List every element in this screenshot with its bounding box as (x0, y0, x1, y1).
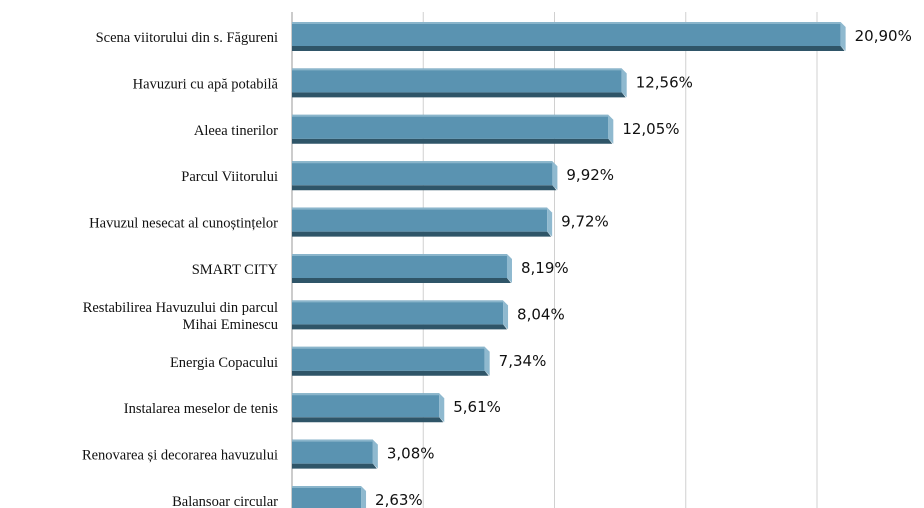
bar-bottom (292, 324, 508, 330)
category-label: Energia Copacului (170, 355, 278, 371)
bar-side (503, 300, 509, 330)
bar-side (484, 346, 490, 376)
value-label: 9,72% (561, 213, 609, 231)
category-label: Parcul Viitorului (181, 169, 278, 185)
value-label: 8,19% (521, 259, 569, 277)
bar (292, 68, 622, 93)
value-label: 8,04% (517, 305, 565, 323)
bar-side (439, 393, 445, 423)
bar (292, 486, 362, 508)
category-label: Restabilirea Havuzului din parcul Mihai E… (83, 300, 278, 333)
bar-bottom (292, 417, 444, 423)
bar-bottom (292, 92, 626, 98)
bar-side (840, 22, 846, 51)
bar-side (552, 161, 558, 191)
value-label: 12,56% (636, 73, 693, 91)
category-label: Aleea tinerilor (194, 123, 278, 139)
category-label: SMART CITY (192, 262, 279, 278)
bar-side (621, 68, 627, 98)
bar-bottom (292, 138, 613, 144)
bar-bottom (292, 370, 489, 376)
bar-side (361, 486, 367, 508)
bar (292, 207, 548, 232)
bar (292, 393, 440, 418)
value-label: 7,34% (499, 352, 547, 370)
value-label: 12,05% (622, 120, 679, 138)
bar (292, 114, 609, 139)
category-label: Instalarea meselor de tenis (124, 401, 279, 417)
bar-bottom (292, 46, 845, 51)
bar-side (547, 207, 553, 237)
bar-bottom (292, 231, 552, 237)
category-label: Balansoar circular (172, 494, 278, 508)
bar (292, 300, 504, 325)
value-label: 2,63% (375, 491, 423, 508)
category-label: Havuzuri cu apă potabilă (133, 76, 279, 92)
value-label: 9,92% (566, 166, 614, 184)
bar-side (372, 439, 378, 469)
bar (292, 346, 485, 371)
category-label: Havuzul nesecat al cunoștințelor (89, 216, 278, 232)
bar (292, 254, 507, 278)
bar-bottom (292, 463, 377, 469)
bar (292, 22, 841, 46)
bar-bottom (292, 278, 511, 283)
value-label: 5,61% (453, 398, 501, 416)
value-label: 3,08% (387, 445, 435, 463)
bar-side (506, 254, 512, 283)
bar (292, 439, 373, 464)
value-label: 20,90% (855, 27, 912, 45)
bar-side (608, 114, 614, 144)
bar (292, 161, 553, 186)
category-label: Renovarea și decorarea havuzului (82, 448, 278, 464)
category-label: Scena viitorului din s. Făgureni (96, 30, 278, 46)
bar-bottom (292, 185, 557, 191)
